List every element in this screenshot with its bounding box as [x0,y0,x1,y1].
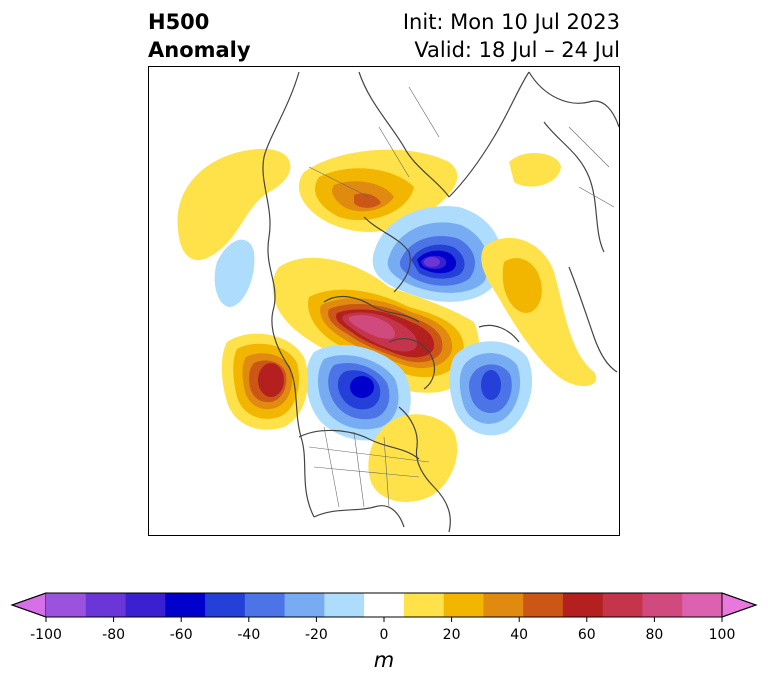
colorbar-bin [244,593,286,617]
northwest-pacific-ridge [177,148,561,261]
colorbar-bin [523,593,564,617]
colorbar-tick-label: -20 [304,627,328,643]
map-dates: Init: Mon 10 Jul 2023 Valid: 18 Jul – 24… [403,8,620,64]
colorbar-bin [85,593,127,617]
colorbar-extend-high [721,592,758,618]
colorbar-bin [205,593,246,617]
colorbar-bin [443,593,484,617]
colorbar-bin [324,593,365,617]
colorbar-bin [125,593,166,617]
colorbar-svg [10,592,758,622]
colorbar-tick-label: 80 [645,627,664,643]
coastlines [262,71,619,533]
colorbar-tick-label: -100 [30,627,62,643]
map-canvas [177,71,619,533]
colorbar-unit: m [373,648,395,672]
colorbar-tick-label: 100 [708,627,736,643]
colorbar-bin [46,593,87,617]
map-title: H500 Anomaly [148,8,251,64]
colorbar-tick-label: -40 [237,627,261,643]
eastern-us-ridge [368,414,458,502]
colorbar-bin [284,593,325,617]
colorbar-bin [403,593,445,617]
colorbar-bin [642,593,683,617]
colorbar-tick-label: -60 [169,627,193,643]
north-atlantic-trough [449,341,533,436]
colorbar-tick-label: 20 [442,627,461,643]
eurasia-ridge [481,237,597,387]
colorbar-extend-low [10,592,47,618]
colorbar-bin [364,593,405,617]
colorbar-bin [165,593,206,617]
colorbar-bin [682,593,723,617]
title-field: Anomaly [148,38,251,62]
pacific-coast-ridge [221,333,308,430]
colorbar-bin [483,593,524,617]
colorbar-bin [562,593,604,617]
anomaly-map [148,66,620,536]
colorbar-tick-label: 0 [379,627,389,643]
siberian-trough [214,206,503,307]
colorbar [0,590,768,630]
state-borders [308,86,615,508]
colorbar-tick-label: 60 [577,627,596,643]
arctic-ridge [272,257,480,393]
colorbar-tick-label: 40 [510,627,529,643]
colorbar-tick-label: -80 [102,627,126,643]
colorbar-bin [602,593,643,617]
valid-range: Valid: 18 Jul – 24 Jul [414,38,620,62]
north-american-trough [305,344,411,441]
init-date: Init: Mon 10 Jul 2023 [402,10,620,34]
title-variable: H500 [148,10,210,34]
